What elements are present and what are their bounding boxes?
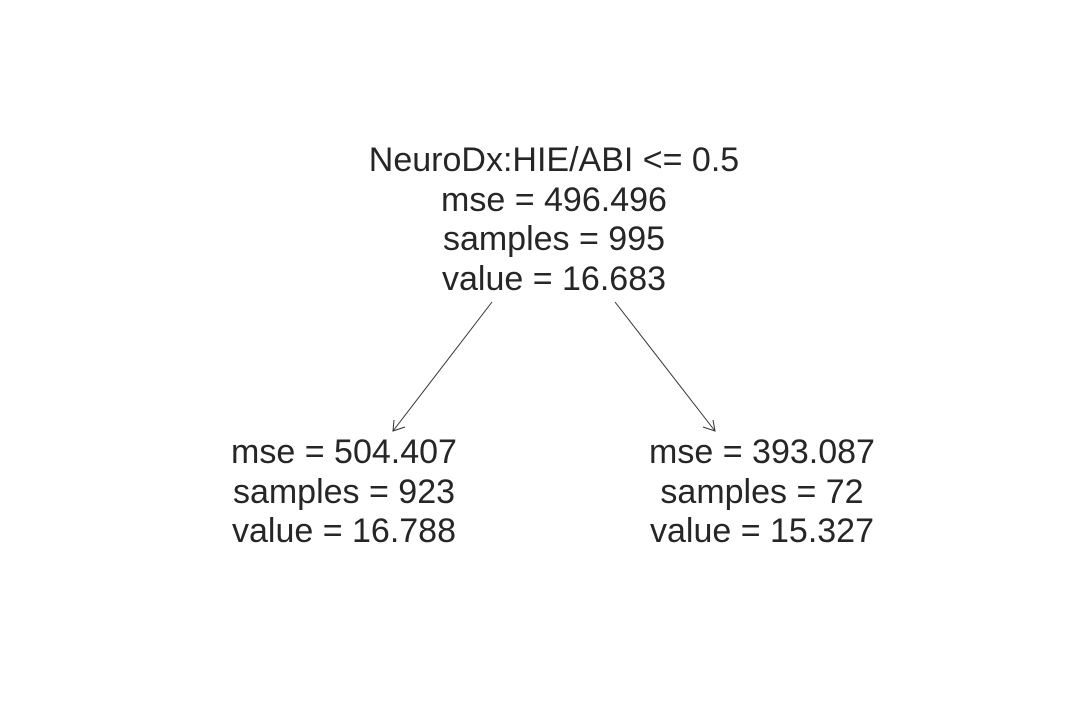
tree-node-root: NeuroDx:HIE/ABI <= 0.5 mse = 496.496 sam… — [369, 141, 739, 299]
edge-root-right-arrowhead — [702, 419, 716, 432]
node-mse: mse = 393.087 — [649, 433, 875, 471]
node-samples: samples = 923 — [232, 472, 456, 511]
tree-node-right-leaf: mse = 393.087 samples = 72 value = 15.32… — [649, 433, 875, 552]
edge-root-right — [614, 301, 716, 432]
edge-root-left — [392, 301, 493, 432]
node-samples: samples = 72 — [660, 472, 864, 511]
node-mse: mse = 504.407 — [231, 433, 457, 471]
node-value: value = 16.683 — [441, 259, 667, 298]
node-value: value = 16.788 — [231, 512, 457, 550]
node-split-condition: NeuroDx:HIE/ABI <= 0.5 — [368, 141, 740, 179]
node-samples: samples = 995 — [442, 220, 666, 258]
edge-root-left-arrowhead — [392, 419, 406, 432]
tree-node-left-leaf: mse = 504.407 samples = 923 value = 16.7… — [231, 433, 457, 552]
node-mse: mse = 496.496 — [441, 180, 667, 219]
node-value: value = 15.327 — [649, 512, 875, 550]
